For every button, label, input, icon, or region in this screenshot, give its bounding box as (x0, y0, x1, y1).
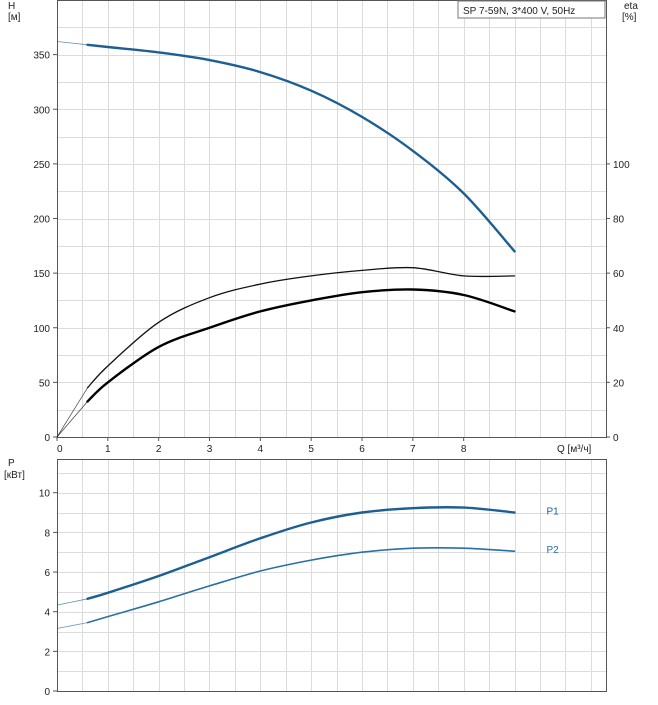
h-tick-label: 50 (39, 378, 51, 389)
x-tick-label: 2 (156, 444, 162, 455)
h-tick-label: 200 (33, 215, 50, 226)
x-tick-label: 6 (359, 444, 365, 455)
top-series-1-extension (56, 387, 88, 438)
p-tick-label: 8 (44, 528, 50, 539)
h-tick-label: 350 (33, 51, 50, 62)
q-axis-label: Q [м³/ч] (557, 444, 592, 455)
h-axis-unit: [м] (8, 12, 21, 23)
eta-axis-label: eta (624, 1, 638, 12)
x-tick-label: 3 (207, 444, 213, 455)
legend-p2: P2 (547, 545, 560, 556)
p-tick-label: 4 (44, 608, 50, 619)
eta-axis-unit: [%] (622, 12, 637, 23)
top-series-1-line (86, 266, 516, 389)
bottom-series-0-extension (56, 598, 88, 606)
p-tick-label: 6 (44, 568, 50, 579)
p-tick-label: 10 (39, 489, 51, 500)
h-axis-label: H (8, 1, 15, 12)
x-tick-label: 1 (105, 444, 111, 455)
eta-tick-label: 0 (613, 433, 619, 444)
eta-tick-label: 60 (613, 269, 625, 280)
p-axis-label: P (8, 458, 15, 469)
bottom-plot-frame (57, 459, 607, 692)
p-tick-label: 0 (44, 687, 50, 698)
x-tick-label: 8 (461, 444, 467, 455)
h-tick-label: 300 (33, 105, 50, 116)
bottom-series-1-line (86, 546, 516, 624)
top-series-0-line (86, 43, 516, 253)
h-tick-label: 100 (33, 324, 50, 335)
x-tick-label: 7 (410, 444, 416, 455)
eta-tick-label: 40 (613, 324, 625, 335)
bottom-series-0-line (86, 506, 516, 600)
x-tick-label: 4 (258, 444, 264, 455)
eta-tick-label: 20 (613, 378, 625, 389)
p-tick-label: 2 (44, 647, 50, 658)
h-tick-label: 0 (44, 433, 50, 444)
h-tick-label: 250 (33, 160, 50, 171)
top-series-0-extension (56, 41, 88, 46)
pump-title: SP 7-59N, 3*400 V, 50Hz (463, 6, 575, 17)
x-tick-label: 0 (57, 444, 63, 455)
top-series-2-line (86, 288, 516, 403)
legend-p1: P1 (547, 507, 560, 518)
eta-tick-label: 100 (613, 160, 630, 171)
h-tick-label: 150 (33, 269, 50, 280)
bottom-series-1-extension (56, 622, 88, 629)
eta-tick-label: 80 (613, 215, 625, 226)
pump-title-box (457, 0, 606, 19)
p-axis-unit: [кВт] (4, 470, 25, 481)
x-tick-label: 5 (308, 444, 314, 455)
top-series-2-extension (56, 401, 88, 438)
